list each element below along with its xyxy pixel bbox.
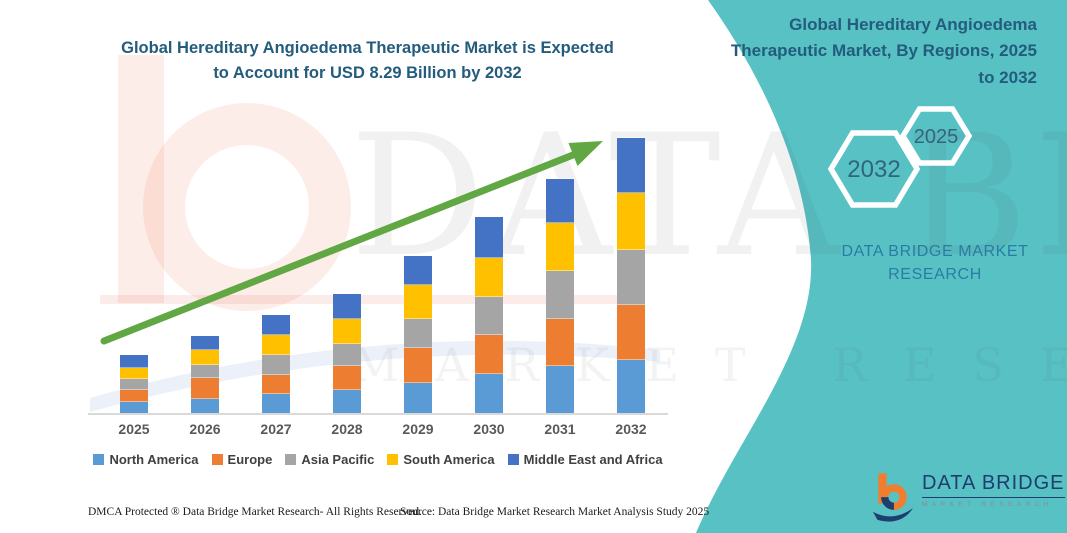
databridge-logo: DATA BRIDGE MARKET RESEARCH [872, 472, 1065, 524]
bar-2029 [404, 256, 432, 413]
bar-segment-europe-2028 [333, 366, 361, 391]
chart-title: Global Hereditary Angioedema Therapeutic… [85, 36, 650, 86]
legend-label-europe: Europe [227, 452, 273, 467]
legend-swatch-north-america [93, 454, 105, 465]
hexagon-2032 [827, 130, 921, 208]
bar-segment-south-america-2031 [546, 223, 574, 271]
bar-segment-europe-2026 [191, 378, 219, 400]
x-axis-line [88, 413, 668, 415]
bar-segment-middle-east-and-africa-2028 [333, 293, 361, 319]
legend-label-middle-east-and-africa: Middle East and Africa [523, 452, 663, 467]
x-axis-label-2031: 2031 [544, 421, 576, 437]
bar-segment-europe-2031 [546, 318, 574, 367]
legend-swatch-middle-east-and-africa [507, 454, 519, 465]
bar-segment-north-america-2027 [262, 394, 290, 413]
bar-segment-asia-pacific-2026 [191, 365, 219, 379]
side-panel-brand-line2: RESEARCH [888, 266, 982, 284]
legend-label-asia-pacific: Asia Pacific [301, 452, 375, 467]
x-axis-label-2030: 2030 [473, 421, 505, 437]
bar-segment-middle-east-and-africa-2026 [191, 335, 219, 351]
bar-segment-asia-pacific-2029 [404, 318, 432, 349]
bar-segment-north-america-2026 [191, 399, 219, 413]
bar-segment-south-america-2026 [191, 350, 219, 366]
chart-legend: North America Europe Asia Pacific South Ame… [78, 452, 678, 467]
bar-segment-north-america-2025 [120, 402, 148, 413]
bar-segment-europe-2032 [617, 304, 645, 361]
chart-title-line2: to Account for USD 8.29 Billion by 2032 [213, 63, 522, 82]
legend-item-north-america: North America [93, 452, 199, 467]
side-panel-title: Global Hereditary Angioedema Therapeutic… [730, 15, 1037, 87]
x-axis-label-2032: 2032 [615, 421, 647, 437]
bar-2027 [262, 314, 290, 413]
legend-item-asia-pacific: Asia Pacific [285, 452, 374, 467]
bar-segment-south-america-2029 [404, 284, 432, 319]
hexagon-2025-label: 2025 [914, 126, 959, 148]
bar-segment-middle-east-and-africa-2029 [404, 256, 432, 285]
databridge-logo-icon [872, 473, 914, 522]
legend-item-europe: Europe [211, 452, 273, 467]
x-axis-label-2028: 2028 [331, 421, 363, 437]
bar-segment-south-america-2027 [262, 335, 290, 356]
bar-segment-europe-2027 [262, 375, 290, 395]
bar-segment-south-america-2030 [475, 257, 503, 297]
side-panel-brand: DATA BRIDGE MARKET RESEARCH [810, 240, 1060, 286]
side-panel-brand-line1: DATA BRIDGE MARKET [841, 243, 1029, 260]
dmca-notice: DMCA Protected ® Data Bridge Market Rese… [88, 506, 422, 518]
bar-segment-middle-east-and-africa-2030 [475, 217, 503, 258]
source-note: Source: Data Bridge Market Research Mark… [400, 506, 710, 518]
bar-segment-asia-pacific-2031 [546, 270, 574, 319]
bar-segment-middle-east-and-africa-2031 [546, 178, 574, 224]
bar-segment-europe-2029 [404, 348, 432, 384]
x-axis-label-2025: 2025 [118, 421, 150, 437]
bar-segment-europe-2030 [475, 335, 503, 375]
logo-tagline: MARKET RESEARCH [922, 501, 1053, 508]
bar-segment-north-america-2028 [333, 390, 361, 413]
x-axis-label-2029: 2029 [402, 421, 434, 437]
bar-segment-south-america-2025 [120, 368, 148, 380]
bar-segment-middle-east-and-africa-2027 [262, 314, 290, 336]
bar-2030 [475, 217, 503, 413]
bar-segment-north-america-2030 [475, 374, 503, 413]
x-axis-label-2026: 2026 [189, 421, 221, 437]
legend-item-middle-east-and-africa: Middle East and Africa [507, 452, 663, 467]
hexagon-2032-label: 2032 [847, 156, 900, 183]
legend-label-north-america: North America [109, 452, 199, 467]
bar-2031 [546, 178, 574, 413]
bar-2025 [120, 354, 148, 413]
bar-segment-south-america-2032 [617, 193, 645, 250]
bar-segment-north-america-2032 [617, 360, 645, 413]
x-axis-label-2027: 2027 [260, 421, 292, 437]
side-panel-shape [696, 0, 1067, 533]
bar-segment-asia-pacific-2028 [333, 344, 361, 367]
bar-segment-asia-pacific-2030 [475, 296, 503, 336]
chart-title-line1: Global Hereditary Angioedema Therapeutic… [121, 39, 614, 57]
bar-2026 [191, 335, 219, 413]
bar-segment-europe-2025 [120, 390, 148, 403]
hexagon-2025 [899, 106, 973, 166]
legend-swatch-south-america [387, 454, 399, 465]
databridge-logo-text: DATA BRIDGE MARKET RESEARCH [922, 472, 1065, 508]
legend-label-south-america: South America [403, 452, 495, 467]
legend-swatch-asia-pacific [285, 454, 297, 465]
hexagon-badges: 2025 2032 [827, 106, 973, 208]
bar-segment-asia-pacific-2025 [120, 379, 148, 391]
bar-segment-asia-pacific-2032 [617, 249, 645, 305]
logo-name: DATA BRIDGE [922, 472, 1065, 498]
bar-segment-south-america-2028 [333, 318, 361, 345]
legend-item-south-america: South America [387, 452, 495, 467]
bar-segment-north-america-2029 [404, 383, 432, 413]
stacked-bar-chart [88, 128, 668, 413]
bar-segment-north-america-2031 [546, 366, 574, 413]
bar-segment-middle-east-and-africa-2025 [120, 354, 148, 369]
bar-segment-middle-east-and-africa-2032 [617, 138, 645, 194]
x-axis-labels: 2025 2026 2027 2028 2029 2030 2031 2032 [88, 421, 668, 441]
bar-2028 [333, 293, 361, 413]
legend-swatch-europe [211, 454, 223, 465]
bar-2032 [617, 138, 645, 413]
bar-segment-asia-pacific-2027 [262, 355, 290, 376]
